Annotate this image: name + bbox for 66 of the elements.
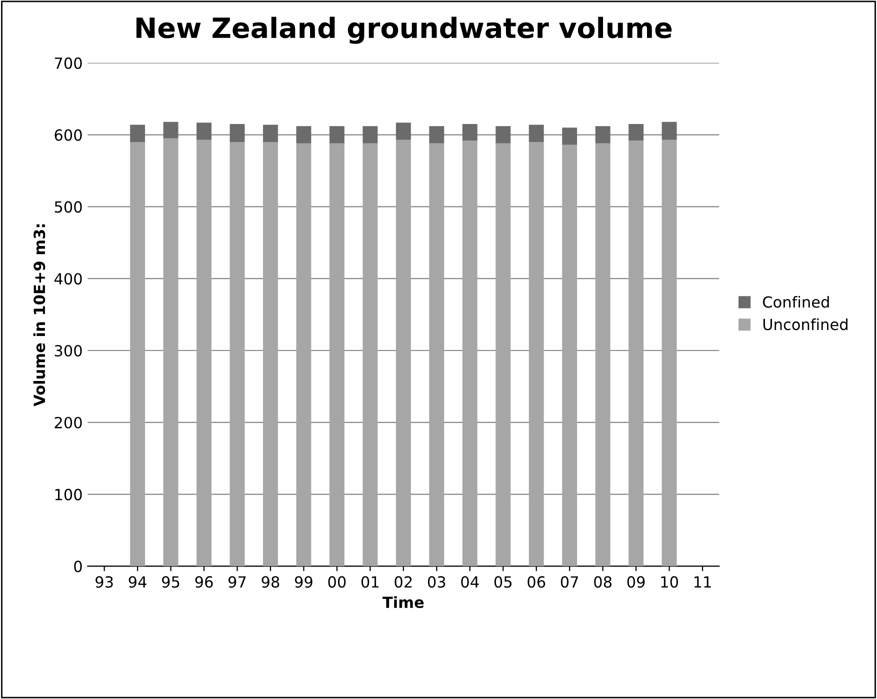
bar [296,143,312,566]
x-tick-label: 07 [560,576,578,588]
bar [595,143,610,566]
bar [130,142,146,566]
bar [163,122,178,138]
bar [263,142,278,566]
x-tick-label: 01 [361,576,378,588]
bar [362,143,378,566]
bar [429,143,444,566]
x-tick-label: 10 [661,576,678,588]
bar [230,124,245,142]
y-axis-title: Volume in 10E+9 m3: [33,224,46,406]
x-tick-label: 03 [428,576,446,588]
bar [496,143,511,566]
x-tick-label: 05 [494,576,512,588]
bar [462,140,478,566]
bar [662,122,677,140]
bar [329,143,344,566]
bar [230,142,245,566]
y-tick-label: 500 [54,201,82,213]
bar [628,140,644,566]
y-tick-label: 100 [55,488,82,500]
legend-label: Unconfined [763,318,848,330]
bar [562,144,578,566]
chart-title: New Zealand groundwater volume [136,16,672,44]
bar [296,126,312,144]
bar [528,124,544,142]
x-tick-label: 93 [96,576,113,588]
bar [595,126,610,144]
bar [528,142,544,566]
x-tick-label: 99 [294,576,312,588]
x-tick-label: 96 [195,576,213,588]
x-tick-label: 95 [162,576,180,588]
y-tick-label: 0 [74,560,82,572]
bar [196,122,212,140]
y-tick-label: 700 [54,57,82,69]
bar [429,126,444,144]
bar [462,124,478,141]
x-tick-label: 08 [594,576,612,588]
x-tick-label: 00 [328,576,346,588]
y-tick-label: 400 [54,273,82,285]
bar [263,124,278,142]
x-tick-label: 98 [262,576,280,588]
bar [196,140,212,566]
x-tick-label: 02 [394,576,412,588]
bar [628,124,644,141]
y-tick-label: 200 [54,416,82,428]
bar [362,126,378,144]
x-tick-label: 11 [694,576,711,588]
bar [130,124,146,142]
x-tick-label: 94 [128,576,146,588]
bar [496,126,511,144]
x-axis-title: Time [382,596,424,608]
bar [396,122,411,140]
y-tick-label: 600 [54,129,82,141]
y-tick-label: 300 [54,344,82,357]
bar [662,140,677,566]
x-tick-label: 09 [627,576,645,588]
bar [562,128,578,145]
x-tick-label: 97 [228,576,246,588]
bar [329,126,344,144]
x-tick-label: 04 [461,576,479,588]
bar [163,138,178,566]
x-tick-label: 06 [528,576,546,588]
bar [396,140,411,566]
legend-label: Confined [762,296,829,308]
